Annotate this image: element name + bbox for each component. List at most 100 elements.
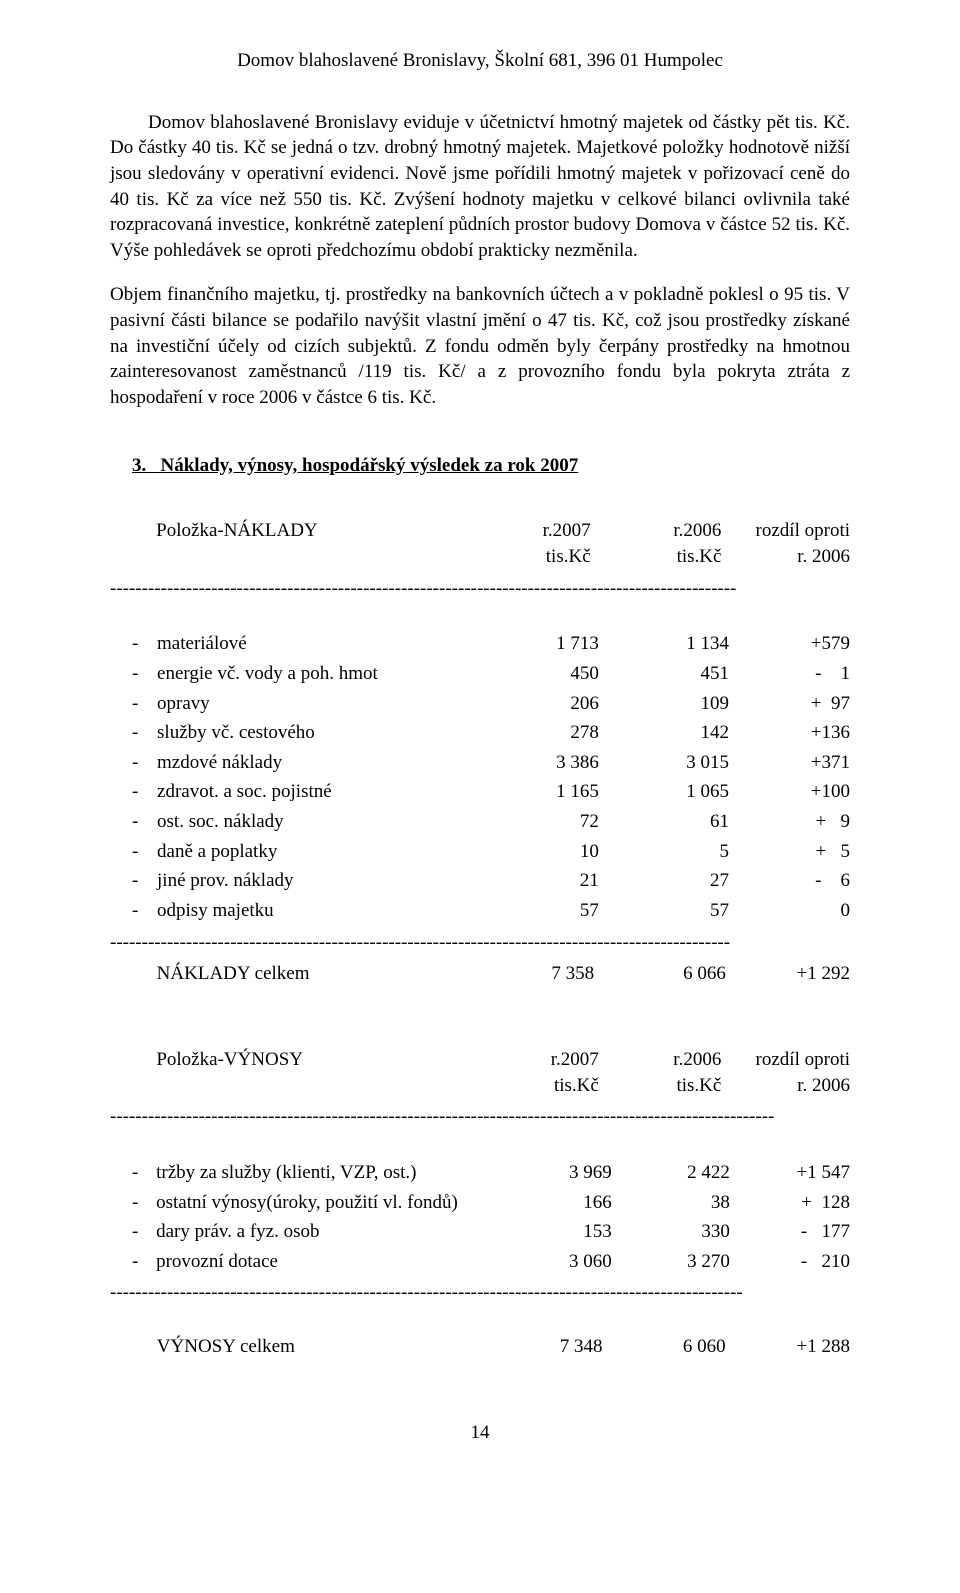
naklady-total-table: NÁKLADY celkem 7 358 6 066 +1 292 [110, 959, 850, 989]
document-page: Domov blahoslavené Bronislavy, Školní 68… [0, 0, 960, 1485]
row-value-diff: + 128 [742, 1188, 850, 1218]
row-value-diff: +100 [741, 777, 850, 807]
section-3-heading: 3. Náklady, výnosy, hospodářský výsledek… [110, 453, 850, 479]
row-label: dary práv. a fyz. osob [156, 1217, 514, 1247]
naklady-total-v1: 7 358 [483, 959, 606, 989]
bullet-dash: - [110, 629, 157, 659]
table-row: -provozní dotace3 0603 270- 210 [110, 1247, 850, 1277]
row-label: odpisy majetku [157, 896, 489, 926]
bullet-dash: - [110, 718, 157, 748]
row-value-2007: 153 [514, 1217, 624, 1247]
row-value-2007: 278 [489, 718, 610, 748]
bullet-dash: - [110, 1247, 156, 1277]
row-value-2006: 142 [611, 718, 741, 748]
naklady-total-v2: 6 066 [606, 959, 738, 989]
row-value-2006: 61 [611, 807, 741, 837]
row-value-2006: 1 065 [611, 777, 741, 807]
vynosy-total-v1: 7 348 [500, 1332, 614, 1362]
vynosy-col1-head: r.2007tis.Kč [497, 1045, 611, 1100]
table-row: -materiálové1 7131 134+579 [110, 629, 850, 659]
table-row: -tržby za služby (klienti, VZP, ost.)3 9… [110, 1158, 850, 1188]
naklady-col1-head: r.2007tis.Kč [480, 516, 602, 571]
naklady-col2-head: r.2006tis.Kč [603, 516, 734, 571]
row-value-diff: - 6 [741, 866, 850, 896]
bullet-dash: - [110, 837, 157, 867]
row-label: energie vč. vody a poh. hmot [157, 659, 489, 689]
row-value-2007: 1 165 [489, 777, 610, 807]
row-value-2007: 21 [489, 866, 610, 896]
vynosy-title-label: Položka-VÝNOSY [156, 1045, 497, 1100]
bullet-dash: - [110, 659, 157, 689]
row-value-2007: 166 [514, 1188, 624, 1218]
table-row: -služby vč. cestového278142+136 [110, 718, 850, 748]
row-value-2006: 330 [624, 1217, 742, 1247]
row-label: jiné prov. náklady [157, 866, 489, 896]
row-value-diff: +1 547 [742, 1158, 850, 1188]
row-value-2006: 5 [611, 837, 741, 867]
row-value-2006: 2 422 [624, 1158, 742, 1188]
row-label: opravy [157, 689, 489, 719]
dash-line: ----------------------------------------… [110, 1280, 850, 1306]
naklady-title-text: Položka-NÁKLADY [156, 520, 317, 541]
table-row: -opravy206109+ 97 [110, 689, 850, 719]
table-row: -daně a poplatky105+ 5 [110, 837, 850, 867]
naklady-title-label: Položka-NÁKLADY [156, 516, 480, 571]
table-row: -odpisy majetku57570 [110, 896, 850, 926]
row-value-diff: +136 [741, 718, 850, 748]
row-value-2007: 1 713 [489, 629, 610, 659]
row-value-diff: + 5 [741, 837, 850, 867]
bullet-dash: - [110, 689, 157, 719]
vynosy-header-table: Položka-VÝNOSY r.2007tis.Kč r.2006tis.Kč… [110, 1045, 850, 1100]
row-value-diff: - 177 [742, 1217, 850, 1247]
table-row: -zdravot. a soc. pojistné1 1651 065+100 [110, 777, 850, 807]
row-value-2007: 206 [489, 689, 610, 719]
paragraph-2: Objem finančního majetku, tj. prostředky… [110, 282, 850, 410]
naklady-rows-table: -materiálové1 7131 134+579-energie vč. v… [110, 629, 850, 925]
naklady-header-table: Položka-NÁKLADY r.2007tis.Kč r.2006tis.K… [110, 516, 850, 571]
row-value-2007: 3 060 [514, 1247, 624, 1277]
row-value-diff: 0 [741, 896, 850, 926]
bullet-dash: - [110, 807, 157, 837]
dash-line: ----------------------------------------… [110, 1104, 850, 1130]
row-value-2006: 3 015 [611, 748, 741, 778]
table-row: -ost. soc. náklady7261+ 9 [110, 807, 850, 837]
row-value-diff: + 97 [741, 689, 850, 719]
row-label: daně a poplatky [157, 837, 489, 867]
paragraph-1: Domov blahoslavené Bronislavy eviduje v … [110, 110, 850, 264]
vynosy-total-table: VÝNOSY celkem 7 348 6 060 +1 288 [110, 1332, 850, 1362]
vynosy-rows-table: -tržby za služby (klienti, VZP, ost.)3 9… [110, 1158, 850, 1277]
bullet-dash: - [110, 1188, 156, 1218]
row-value-2007: 10 [489, 837, 610, 867]
bullet-dash: - [110, 896, 157, 926]
bullet-dash: - [110, 1217, 156, 1247]
naklady-total-label: NÁKLADY celkem [157, 959, 484, 989]
dash-line: ----------------------------------------… [110, 576, 850, 602]
row-value-2007: 3 969 [514, 1158, 624, 1188]
row-label: zdravot. a soc. pojistné [157, 777, 489, 807]
naklady-total-v3: +1 292 [738, 959, 850, 989]
row-label: ostatní výnosy(úroky, použití vl. fondů) [156, 1188, 514, 1218]
vynosy-total-label: VÝNOSY celkem [157, 1332, 500, 1362]
row-label: ost. soc. náklady [157, 807, 489, 837]
vynosy-col3-head: rozdíl oprotir. 2006 [733, 1045, 850, 1100]
row-value-diff: - 210 [742, 1247, 850, 1277]
table-row: -energie vč. vody a poh. hmot450451- 1 [110, 659, 850, 689]
row-value-2006: 1 134 [611, 629, 741, 659]
row-value-2006: 27 [611, 866, 741, 896]
table-row: -mzdové náklady3 3863 015+371 [110, 748, 850, 778]
row-label: služby vč. cestového [157, 718, 489, 748]
table-row: -jiné prov. náklady2127- 6 [110, 866, 850, 896]
row-value-diff: + 9 [741, 807, 850, 837]
row-label: mzdové náklady [157, 748, 489, 778]
row-value-2007: 57 [489, 896, 610, 926]
row-value-diff: - 1 [741, 659, 850, 689]
row-value-2006: 57 [611, 896, 741, 926]
bullet-dash: - [110, 1158, 156, 1188]
table-row: -ostatní výnosy(úroky, použití vl. fondů… [110, 1188, 850, 1218]
page-header-address: Domov blahoslavené Bronislavy, Školní 68… [110, 48, 850, 74]
vynosy-total-v3: +1 288 [738, 1332, 850, 1362]
row-value-2006: 3 270 [624, 1247, 742, 1277]
vynosy-title-text: Položka-VÝNOSY [156, 1049, 303, 1070]
bullet-dash: - [110, 866, 157, 896]
row-value-diff: +579 [741, 629, 850, 659]
